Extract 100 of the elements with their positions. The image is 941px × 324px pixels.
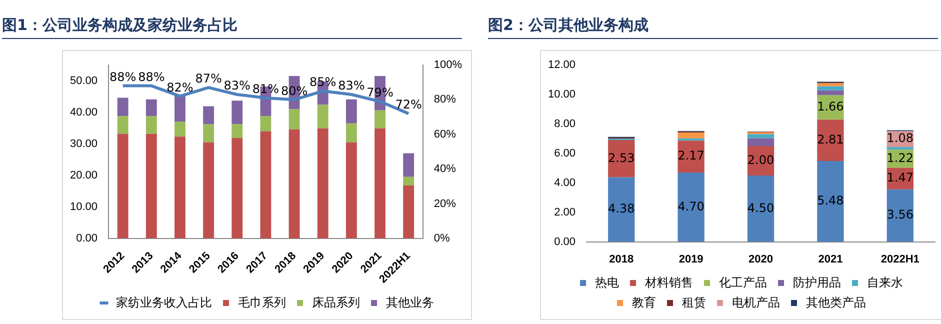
data-label: 2.00: [747, 152, 774, 167]
y-tick-label: 0.00: [76, 232, 98, 244]
data-label: 82%: [166, 80, 194, 94]
bar: [232, 100, 243, 124]
bar: [174, 121, 186, 137]
x-tick-label: 2020: [748, 253, 774, 266]
bar: [817, 120, 844, 162]
bar: [374, 110, 386, 128]
bar: [747, 138, 774, 146]
data-label: 72%: [395, 98, 422, 112]
legend-label: 电机产品: [732, 295, 780, 310]
y-tick-label: 4.00: [554, 176, 576, 189]
legend-label: 毛巾系列: [238, 295, 286, 310]
y-tick-label: 10.00: [548, 88, 576, 100]
legend-label: 材料销售: [644, 275, 693, 290]
data-label: 3.56: [886, 208, 914, 222]
y-tick-label: 40.00: [70, 106, 98, 118]
x-tick-label: 2018: [609, 253, 634, 266]
y2-tick-label: 80%: [434, 94, 456, 106]
data-label: 1.47: [886, 170, 914, 185]
data-label: 4.38: [608, 202, 635, 216]
bar: [817, 90, 844, 96]
y2-tick-label: 0%: [434, 232, 450, 244]
legend-label: 租赁: [682, 295, 706, 310]
y-tick-label: 12.00: [548, 59, 576, 72]
data-label: 88%: [109, 70, 136, 84]
y-tick-label: 0.00: [554, 236, 576, 248]
y-tick-label: 2.00: [554, 206, 576, 218]
bar: [747, 134, 774, 138]
chart-title: 图2：公司其他业务构成: [488, 16, 938, 39]
bar: [232, 138, 243, 238]
data-label: 4.50: [747, 200, 774, 215]
bar: [747, 176, 774, 242]
bar: [260, 116, 272, 132]
legend-label: 热电: [595, 275, 619, 290]
legend-label: 自来水: [867, 275, 903, 290]
bar: [117, 134, 128, 238]
bar: [260, 131, 272, 238]
bar: [403, 176, 414, 186]
bar: [403, 185, 414, 238]
y-tick-label: 50.00: [70, 74, 98, 87]
bar: [678, 132, 704, 138]
data-label: 2.81: [817, 132, 844, 146]
bar: [817, 161, 844, 242]
data-label: 87%: [195, 72, 222, 86]
legend-label: 床品系列: [312, 295, 360, 310]
y2-tick-label: 60%: [434, 128, 456, 140]
y2-tick-label: 40%: [434, 163, 456, 176]
bar: [203, 142, 214, 238]
bar: [288, 109, 300, 130]
x-tick-label: 2022H1: [880, 253, 920, 266]
bar: [117, 116, 128, 134]
data-label: 1.22: [886, 150, 914, 165]
bar: [817, 86, 844, 90]
x-tick-label: 2019: [678, 253, 704, 266]
data-label: 5.48: [817, 194, 844, 208]
bar: [346, 99, 357, 124]
data-label: 4.70: [678, 199, 704, 214]
bar: [203, 106, 214, 124]
bar: [317, 128, 328, 238]
legend-label: 其他业务: [386, 295, 434, 310]
data-label: 88%: [138, 70, 165, 84]
bar: [288, 129, 300, 238]
bar: [678, 138, 704, 141]
bar: [232, 124, 243, 138]
y-tick-label: 30.00: [70, 138, 98, 150]
legend-label: 其他类产品: [806, 295, 866, 310]
bar: [886, 189, 914, 242]
data-label: 2.53: [608, 150, 635, 165]
bar: [678, 140, 704, 173]
bar: [678, 172, 704, 242]
bar: [608, 140, 635, 178]
y-tick-label: 10.00: [70, 200, 98, 213]
bar: [346, 142, 357, 238]
chart-title: 图1：公司业务构成及家纺业务占比: [2, 16, 462, 39]
data-label: 83%: [224, 78, 250, 93]
bar: [174, 94, 186, 122]
y2-tick-label: 100%: [434, 59, 462, 72]
legend-label: 防护用品: [793, 275, 841, 290]
bar: [886, 147, 914, 150]
bar: [117, 98, 128, 116]
bar: [174, 136, 186, 238]
data-label: 85%: [310, 75, 336, 90]
legend-label: 家纺业务收入占比: [116, 295, 212, 310]
data-label: 2.17: [678, 148, 704, 163]
legend-label: 化工产品: [719, 275, 767, 290]
bar: [317, 104, 328, 128]
y-tick-label: 20.00: [70, 169, 98, 182]
bar: [608, 177, 635, 242]
bar: [346, 123, 357, 142]
bar: [146, 116, 157, 134]
bar: [146, 134, 157, 238]
data-label: 83%: [338, 78, 365, 93]
bar: [203, 124, 214, 142]
y-tick-label: 6.00: [554, 147, 576, 160]
data-label: 1.08: [886, 131, 914, 146]
x-tick-label: 2021: [818, 253, 843, 266]
bar: [403, 153, 414, 177]
bar: [374, 128, 386, 238]
bar: [146, 99, 157, 116]
